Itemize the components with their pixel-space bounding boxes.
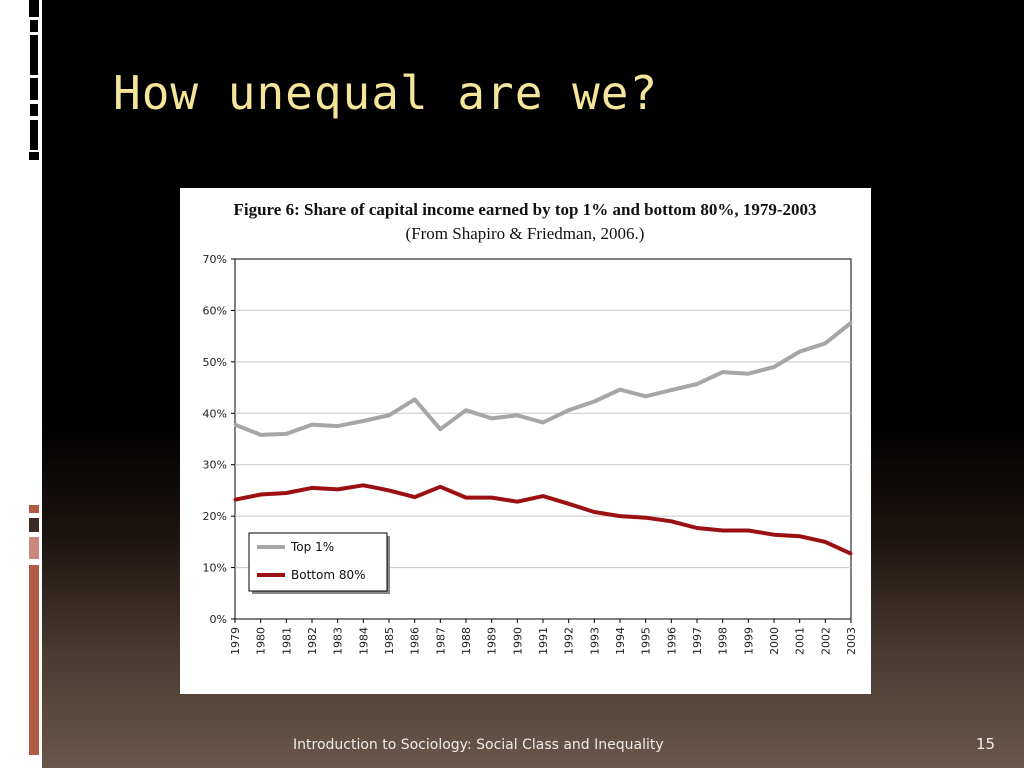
legend-label: Bottom 80% <box>291 568 366 582</box>
data-point <box>233 423 237 427</box>
data-point <box>669 388 673 392</box>
x-tick-label: 1995 <box>640 627 653 655</box>
data-point <box>721 529 725 533</box>
data-point <box>310 486 314 490</box>
data-point <box>284 432 288 436</box>
data-point <box>387 488 391 492</box>
left-decor-strip <box>0 0 42 768</box>
y-tick-label: 10% <box>203 562 227 575</box>
data-point <box>798 350 802 354</box>
series-lines <box>233 321 853 556</box>
data-point <box>772 365 776 369</box>
x-tick-label: 1985 <box>383 627 396 655</box>
y-axis-ticks: 0% 10% 20% 30% 40% 50% 60% 70% <box>203 253 235 626</box>
x-tick-label: 1991 <box>537 627 550 655</box>
data-point <box>618 388 622 392</box>
x-tick-label: 2002 <box>819 627 832 655</box>
line-chart: Figure 6: Share of capital income earned… <box>203 200 858 655</box>
x-tick-label: 1983 <box>332 627 345 655</box>
data-point <box>567 502 571 506</box>
data-point <box>721 370 725 374</box>
x-tick-label: 1993 <box>588 627 601 655</box>
data-point <box>490 496 494 500</box>
data-point <box>823 540 827 544</box>
data-point <box>284 491 288 495</box>
data-point <box>361 483 365 487</box>
x-tick-label: 1989 <box>486 627 499 655</box>
x-tick-label: 1992 <box>563 627 576 655</box>
chart-title: Figure 6: Share of capital income earned… <box>233 200 816 219</box>
slide-footer: Introduction to Sociology: Social Class … <box>293 737 664 753</box>
data-point <box>644 516 648 520</box>
x-tick-label: 2003 <box>845 627 858 655</box>
x-tick-label: 1982 <box>306 627 319 655</box>
data-point <box>387 413 391 417</box>
data-point <box>336 487 340 491</box>
legend-label: Top 1% <box>290 540 334 554</box>
data-point <box>490 416 494 420</box>
data-point <box>361 419 365 423</box>
data-point <box>618 514 622 518</box>
data-point <box>746 372 750 376</box>
data-point <box>438 485 442 489</box>
y-tick-label: 50% <box>203 356 227 369</box>
data-point <box>695 382 699 386</box>
x-tick-label: 2000 <box>768 627 781 655</box>
data-point <box>669 519 673 523</box>
y-tick-label: 40% <box>203 407 227 420</box>
data-point <box>413 397 417 401</box>
x-tick-label: 1979 <box>229 627 242 655</box>
data-point <box>592 399 596 403</box>
data-point <box>772 533 776 537</box>
data-point <box>336 424 340 428</box>
data-point <box>464 408 468 412</box>
x-tick-label: 1990 <box>511 627 524 655</box>
x-tick-label: 1997 <box>691 627 704 655</box>
x-tick-label: 1981 <box>280 627 293 655</box>
x-tick-label: 1988 <box>460 627 473 655</box>
slide-title: How unequal are we? <box>113 66 659 120</box>
x-tick-label: 1980 <box>255 627 268 655</box>
data-point <box>541 494 545 498</box>
legend: Top 1% Bottom 80% <box>248 532 390 594</box>
x-tick-label: 1998 <box>717 627 730 655</box>
data-point <box>413 495 417 499</box>
x-axis-ticks: 1979 1980 1981 1982 1983 1984 1985 1986 1987 1988… <box>229 619 858 655</box>
x-tick-label: 1984 <box>357 627 370 655</box>
page-number: 15 <box>976 735 996 753</box>
x-tick-label: 1996 <box>665 627 678 655</box>
x-tick-label: 2001 <box>794 627 807 655</box>
data-point <box>567 408 571 412</box>
legend-box <box>248 532 388 592</box>
y-tick-label: 30% <box>203 459 227 472</box>
data-point <box>259 433 263 437</box>
y-tick-label: 70% <box>203 253 227 266</box>
data-point <box>438 427 442 431</box>
data-point <box>541 421 545 425</box>
data-point <box>310 423 314 427</box>
data-point <box>515 413 519 417</box>
data-point <box>644 394 648 398</box>
data-point <box>259 493 263 497</box>
data-point <box>849 321 853 325</box>
data-point <box>849 552 853 556</box>
data-point <box>746 529 750 533</box>
data-point <box>233 498 237 502</box>
data-point <box>464 496 468 500</box>
y-tick-label: 60% <box>203 304 227 317</box>
data-point <box>695 526 699 530</box>
decorative-bars <box>29 0 39 755</box>
y-tick-label: 20% <box>203 510 227 523</box>
chart-figure: Figure 6: Share of capital income earned… <box>180 188 871 694</box>
data-point <box>823 341 827 345</box>
data-point <box>515 500 519 504</box>
x-tick-label: 1987 <box>434 627 447 655</box>
chart-subtitle: (From Shapiro & Friedman, 2006.) <box>406 224 645 243</box>
data-point <box>798 534 802 538</box>
x-tick-label: 1986 <box>409 627 422 655</box>
x-tick-label: 1994 <box>614 627 627 655</box>
data-point <box>592 510 596 514</box>
x-tick-label: 1999 <box>742 627 755 655</box>
y-tick-label: 0% <box>210 613 227 626</box>
